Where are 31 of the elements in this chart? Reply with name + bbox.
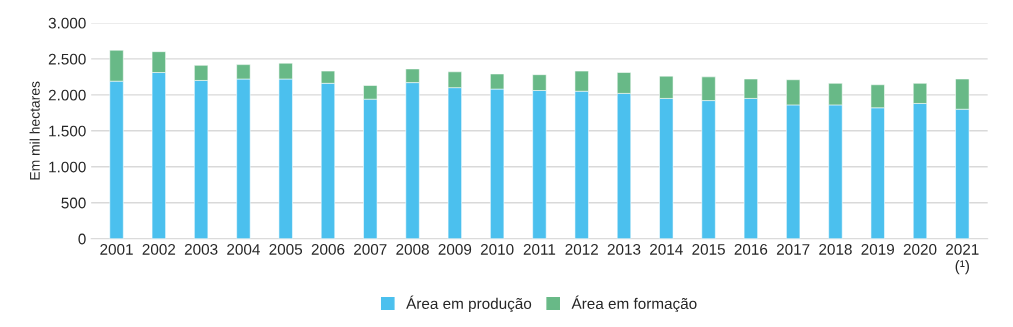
x-tick-label: 2012 bbox=[565, 243, 598, 255]
y-tick-label: 2.500 bbox=[48, 53, 86, 65]
legend-label: Área em formação bbox=[571, 295, 697, 313]
x-tick-label: 2007 bbox=[354, 243, 387, 255]
x-tick-label: 2005 bbox=[269, 243, 303, 255]
x-tick-label: 2016 bbox=[734, 243, 768, 255]
x-tick-label: 2001 bbox=[100, 243, 133, 255]
y-tick-label: 1.000 bbox=[49, 161, 86, 173]
y-tick-label: 2.000 bbox=[48, 89, 86, 101]
x-tick-label: 2009 bbox=[438, 243, 472, 255]
x-tick-label: 2015 bbox=[692, 243, 725, 255]
x-tick-label: 2019 bbox=[861, 243, 894, 255]
x-tick-label: 2021 (¹) bbox=[946, 243, 979, 275]
y-tick-label: 1.500 bbox=[49, 125, 86, 137]
x-tick-label: 2020 bbox=[903, 243, 937, 255]
legend-label: Área em produção bbox=[406, 295, 532, 313]
x-tick-label: 2004 bbox=[227, 243, 260, 255]
x-tick-label: 2014 bbox=[650, 243, 683, 255]
x-tick-label: 2002 bbox=[142, 243, 176, 255]
x-tick-label: 2018 bbox=[819, 243, 852, 255]
y-tick-label: 3.000 bbox=[48, 17, 86, 29]
y-tick-label: 0 bbox=[78, 233, 86, 245]
x-tick-label: 2008 bbox=[396, 243, 429, 255]
x-tick-label: 2010 bbox=[480, 243, 514, 255]
x-tick-label: 2003 bbox=[184, 243, 218, 255]
x-tick-label: 2006 bbox=[311, 243, 345, 255]
y-axis-title: Em mil hectares bbox=[29, 81, 40, 180]
x-tick-label: 2017 bbox=[776, 243, 810, 255]
x-tick-label: 2011 bbox=[523, 243, 556, 255]
x-tick-label: 2013 bbox=[607, 243, 641, 255]
y-tick-label: 500 bbox=[61, 197, 86, 209]
